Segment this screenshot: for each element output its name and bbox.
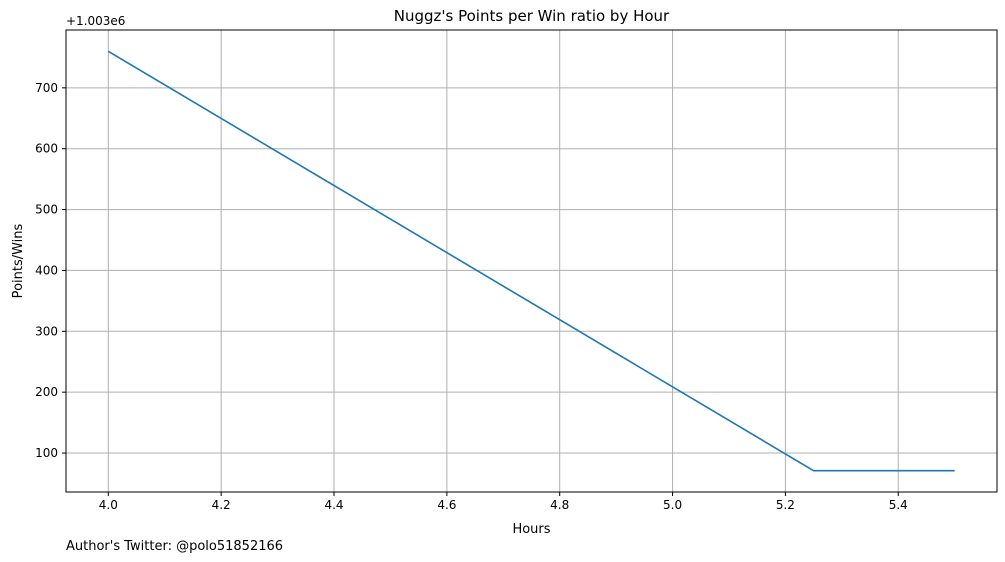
grid bbox=[66, 30, 997, 492]
y-offset-label: +1.003e6 bbox=[66, 14, 125, 28]
y-tick-label: 500 bbox=[35, 203, 58, 217]
x-tick-label: 4.6 bbox=[437, 498, 456, 512]
x-ticks: 4.0 4.2 4.4 4.6 4.8 5.0 5.2 5.4 bbox=[99, 492, 908, 512]
y-axis-label: Points/Wins bbox=[11, 223, 26, 298]
x-tick-label: 5.0 bbox=[663, 498, 682, 512]
x-tick-label: 4.2 bbox=[212, 498, 231, 512]
y-tick-label: 400 bbox=[35, 263, 58, 277]
plot-lines bbox=[107, 50, 955, 472]
x-axis-label: Hours bbox=[512, 522, 550, 537]
series-line bbox=[107, 50, 955, 472]
author-credit: Author's Twitter: @polo51852166 bbox=[66, 539, 283, 554]
x-tick-label: 5.2 bbox=[776, 498, 795, 512]
y-tick-label: 100 bbox=[35, 446, 58, 460]
x-tick-label: 4.4 bbox=[324, 498, 343, 512]
y-tick-label: 700 bbox=[35, 81, 58, 95]
axes-frame bbox=[65, 29, 998, 493]
y-tick-label: 200 bbox=[35, 385, 58, 399]
chart-title: Nuggz's Points per Win ratio by Hour bbox=[394, 7, 670, 25]
y-ticks: 100 200 300 400 500 600 700 bbox=[35, 81, 66, 460]
x-tick-label: 4.0 bbox=[99, 498, 118, 512]
y-tick-label: 300 bbox=[35, 324, 58, 338]
x-tick-label: 4.8 bbox=[550, 498, 569, 512]
x-tick-label: 5.4 bbox=[889, 498, 908, 512]
y-tick-label: 600 bbox=[35, 142, 58, 156]
